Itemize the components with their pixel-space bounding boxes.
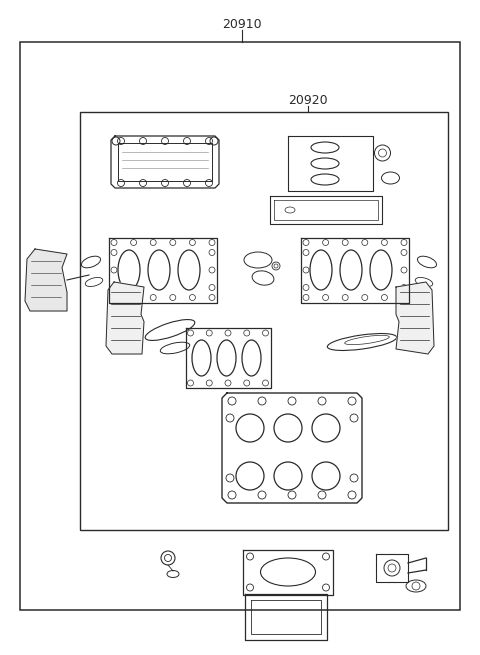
Text: 20910: 20910 [222,18,262,31]
Bar [20,42,460,610]
Text: 20920: 20920 [288,94,328,107]
Polygon shape [25,249,67,311]
Bar [80,112,448,530]
Polygon shape [396,282,434,354]
Polygon shape [106,282,144,354]
